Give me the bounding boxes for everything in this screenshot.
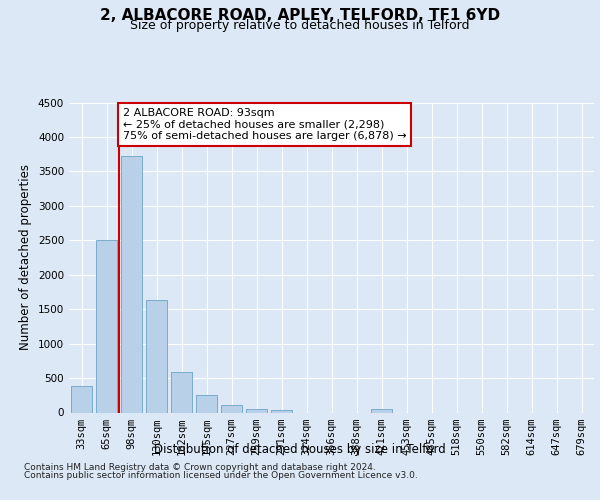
Bar xyxy=(96,240,117,412)
Text: Distribution of detached houses by size in Telford: Distribution of detached houses by size … xyxy=(154,442,446,456)
Bar xyxy=(196,396,217,412)
Bar xyxy=(246,408,267,412)
Text: Size of property relative to detached houses in Telford: Size of property relative to detached ho… xyxy=(130,19,470,32)
Bar xyxy=(121,156,142,412)
Bar xyxy=(221,405,242,412)
Bar xyxy=(71,386,92,412)
Bar xyxy=(146,300,167,412)
Bar xyxy=(171,372,192,412)
Y-axis label: Number of detached properties: Number of detached properties xyxy=(19,164,32,350)
Bar xyxy=(271,410,292,412)
Text: 2 ALBACORE ROAD: 93sqm
← 25% of detached houses are smaller (2,298)
75% of semi-: 2 ALBACORE ROAD: 93sqm ← 25% of detached… xyxy=(123,108,406,141)
Bar xyxy=(371,409,392,412)
Text: 2, ALBACORE ROAD, APLEY, TELFORD, TF1 6YD: 2, ALBACORE ROAD, APLEY, TELFORD, TF1 6Y… xyxy=(100,8,500,22)
Text: Contains HM Land Registry data © Crown copyright and database right 2024.: Contains HM Land Registry data © Crown c… xyxy=(24,462,376,471)
Text: Contains public sector information licensed under the Open Government Licence v3: Contains public sector information licen… xyxy=(24,472,418,480)
